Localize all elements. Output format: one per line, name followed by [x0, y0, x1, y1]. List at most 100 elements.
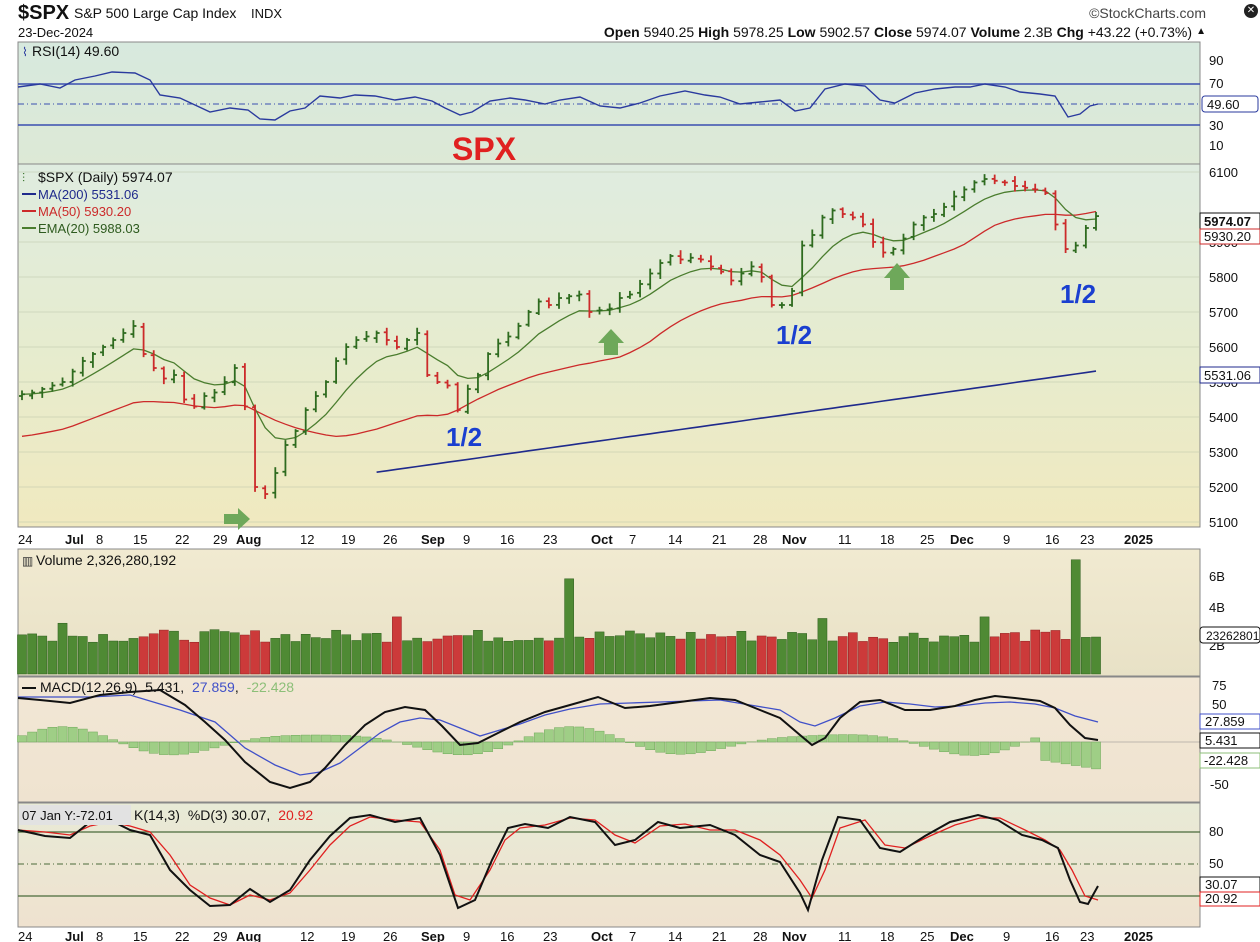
ohlc-bar: [1072, 241, 1079, 253]
ohlc-bar: [322, 380, 329, 398]
macd-hist-bar: [17, 735, 27, 743]
macd-hist-bar: [533, 732, 544, 743]
volume-bar: [88, 641, 98, 675]
volume-bar: [1050, 630, 1061, 675]
ohlc-bar: [1001, 179, 1008, 186]
volume-bar: [462, 635, 473, 675]
ohlc-bar: [677, 250, 684, 265]
x-tick-label: 9: [463, 929, 470, 942]
macd-hist-bar: [564, 726, 574, 743]
x-tick-label: 9: [1003, 929, 1010, 942]
open-value: 5940.25: [643, 24, 695, 40]
ohlc-bar: [596, 306, 603, 315]
volume-bar: [635, 633, 645, 675]
ohlc-bar: [890, 246, 897, 256]
volume-bar: [412, 637, 422, 675]
ohlc-bar: [1022, 180, 1029, 192]
ohlc-bar: [170, 369, 177, 384]
x-tick-label: Sep: [421, 929, 445, 942]
ohlc-bar: [444, 379, 451, 389]
ma200-legend: MA(200) 5531.06: [38, 187, 138, 202]
volume-bar: [138, 636, 149, 675]
macd-legend-name: MACD(12,26,9): [40, 679, 137, 695]
ohlc-bar: [971, 180, 978, 193]
volume-bar: [473, 630, 483, 675]
macd-hist-bar: [756, 739, 767, 743]
volume-bar: [219, 631, 230, 675]
ohlc-bar: [859, 212, 866, 228]
volume-bar: [381, 641, 392, 675]
ohlc-bar: [1052, 190, 1059, 231]
volume-bar: [148, 633, 159, 675]
volume-bar: [787, 632, 797, 675]
macd-hist-bar: [47, 727, 58, 743]
ohlc-bar: [282, 440, 289, 477]
ohlc-bar: [657, 259, 664, 279]
ohlc-bar: [272, 467, 279, 499]
macd-hist-bar: [67, 726, 78, 743]
macd-hist-bar: [989, 741, 1000, 754]
macd-hist-bar: [88, 731, 98, 743]
x-tick-label: Oct: [591, 929, 613, 942]
rsi-panel: [17, 41, 1201, 165]
volume-bar: [706, 634, 716, 675]
volume-bar: [128, 638, 139, 675]
macd-hist-bar: [574, 726, 585, 743]
volume-bar: [675, 638, 686, 675]
macd-hist-bar: [1081, 741, 1091, 768]
ohlc-bar: [789, 287, 796, 307]
volume-bar: [533, 637, 544, 675]
macd-hist-bar: [37, 728, 48, 743]
arrow-right-icon: [224, 508, 250, 530]
ohlc-bar: [79, 356, 86, 377]
ohlc-bar: [718, 264, 725, 275]
volume-bar: [280, 634, 291, 675]
ohlc-bar: [120, 328, 127, 343]
x-tick-label: 9: [1003, 532, 1010, 547]
close-icon[interactable]: ✕: [1244, 4, 1258, 18]
stoch-legend-d: %D(3) 30.07,: [188, 807, 270, 823]
price-tick-label: 5300: [1209, 445, 1238, 460]
macd-line: [17, 688, 1099, 790]
volume-bar: [858, 641, 868, 675]
ohlc-bar: [130, 320, 137, 338]
ohlc-bar: [576, 290, 583, 302]
ohlc-bar: [495, 338, 502, 358]
macd-histogram: [17, 726, 1101, 770]
macd-hist-bar: [544, 729, 554, 743]
volume-bar: [27, 633, 37, 675]
x-tick-label: 14: [668, 532, 682, 547]
chart-date: 23-Dec-2024: [18, 25, 94, 40]
ohlc-bar: [920, 215, 927, 231]
macd-hist-bar: [685, 741, 696, 755]
volume-bar: [300, 634, 311, 675]
macd-hist-bar: [837, 734, 848, 743]
volume-bar: [422, 641, 433, 675]
ohlc-bar: [59, 377, 66, 387]
ohlc-bar: [586, 290, 593, 318]
volume-bar: [493, 637, 504, 675]
rsi-level-30: 30: [1209, 118, 1223, 133]
volume-bar: [229, 632, 240, 675]
volume-bar: [1010, 632, 1020, 675]
macd-level-m50: -50: [1210, 777, 1229, 792]
macd-hist-bar: [554, 727, 564, 743]
stoch-legend-dval: 20.92: [278, 807, 313, 823]
volume-bar: [432, 638, 443, 675]
x-tick-label: 23: [1080, 532, 1094, 547]
macd-hist-bar: [98, 735, 108, 743]
close-label: Close: [873, 24, 913, 40]
ohlc-bar: [39, 386, 46, 398]
ma50-line: [21, 210, 1097, 438]
x-tick-label: Dec: [950, 532, 974, 547]
volume-bar: [817, 618, 828, 675]
macd-hist-bar: [462, 741, 473, 756]
ohlc-bar: [1011, 176, 1018, 192]
ohlc-bar: [697, 254, 704, 263]
ohlc-bar: [839, 207, 846, 219]
macd-hist-bar: [483, 741, 493, 752]
volume-bar: [888, 642, 899, 675]
stoch-tooltip: 07 Jan Y:-72.01: [22, 808, 113, 823]
volume-bar: [868, 636, 878, 675]
x-axis-bottom: 24 Jul 8 15 22 29 Aug 12 19 26 Sep 9 16 23 Oct 7 14 21 28 N…: [18, 929, 1153, 942]
